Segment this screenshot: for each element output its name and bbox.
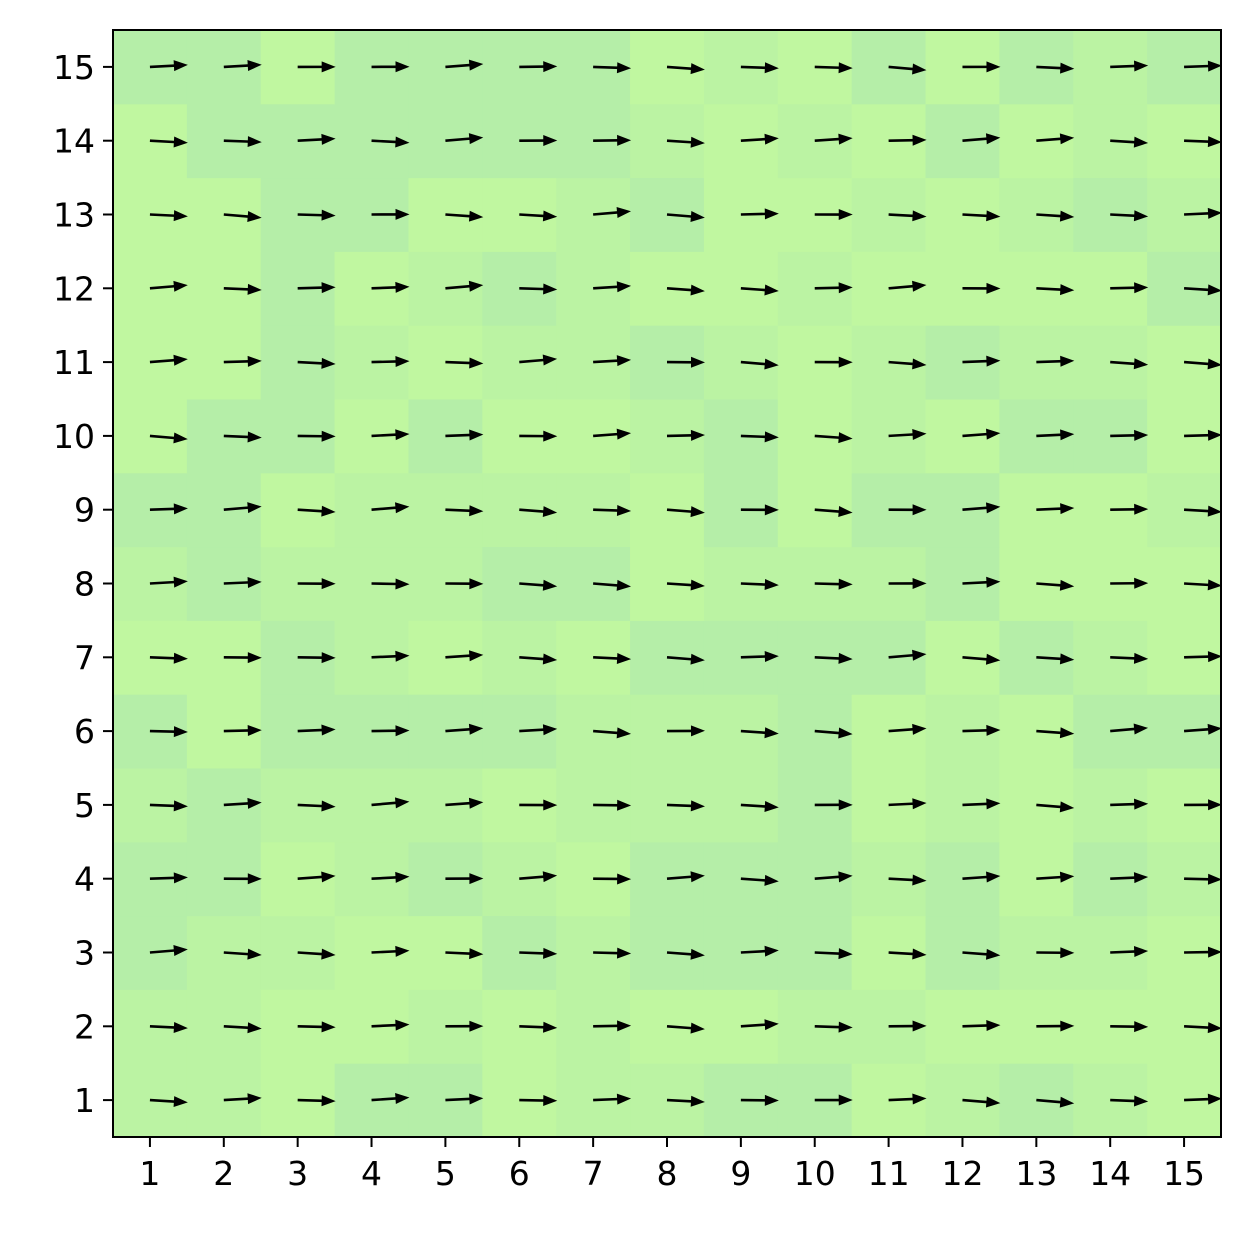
x-tick-label: 7	[583, 1154, 604, 1193]
x-tick-label: 15	[1163, 1154, 1205, 1193]
y-tick-label: 6	[74, 712, 95, 751]
x-tick-label: 13	[1015, 1154, 1057, 1193]
x-tick-label: 14	[1089, 1154, 1131, 1193]
y-tick-label: 11	[53, 343, 95, 382]
x-tick-label: 8	[657, 1154, 678, 1193]
x-tick-label: 12	[941, 1154, 983, 1193]
x-tick-label: 9	[730, 1154, 751, 1193]
x-tick-label: 10	[794, 1154, 836, 1193]
y-tick-label: 12	[53, 269, 95, 308]
y-tick-label: 15	[53, 48, 95, 87]
x-tick-label: 5	[435, 1154, 456, 1193]
y-tick-label: 2	[74, 1007, 95, 1046]
y-tick-label: 7	[74, 638, 95, 677]
y-tick-label: 3	[74, 934, 95, 973]
y-tick-label: 9	[74, 491, 95, 530]
y-tick-label: 4	[74, 860, 95, 899]
x-tick-label: 4	[361, 1154, 382, 1193]
y-tick-label: 1	[74, 1081, 95, 1120]
x-tick-label: 11	[868, 1154, 910, 1193]
y-tick-label: 8	[74, 565, 95, 604]
y-tick-label: 13	[53, 196, 95, 235]
x-tick-label: 1	[139, 1154, 160, 1193]
y-tick-label: 5	[74, 786, 95, 825]
y-tick-label: 14	[53, 122, 95, 161]
y-tick-label: 10	[53, 417, 95, 456]
x-tick-label: 2	[213, 1154, 234, 1193]
x-tick-label: 6	[509, 1154, 530, 1193]
x-tick-label: 3	[287, 1154, 308, 1193]
